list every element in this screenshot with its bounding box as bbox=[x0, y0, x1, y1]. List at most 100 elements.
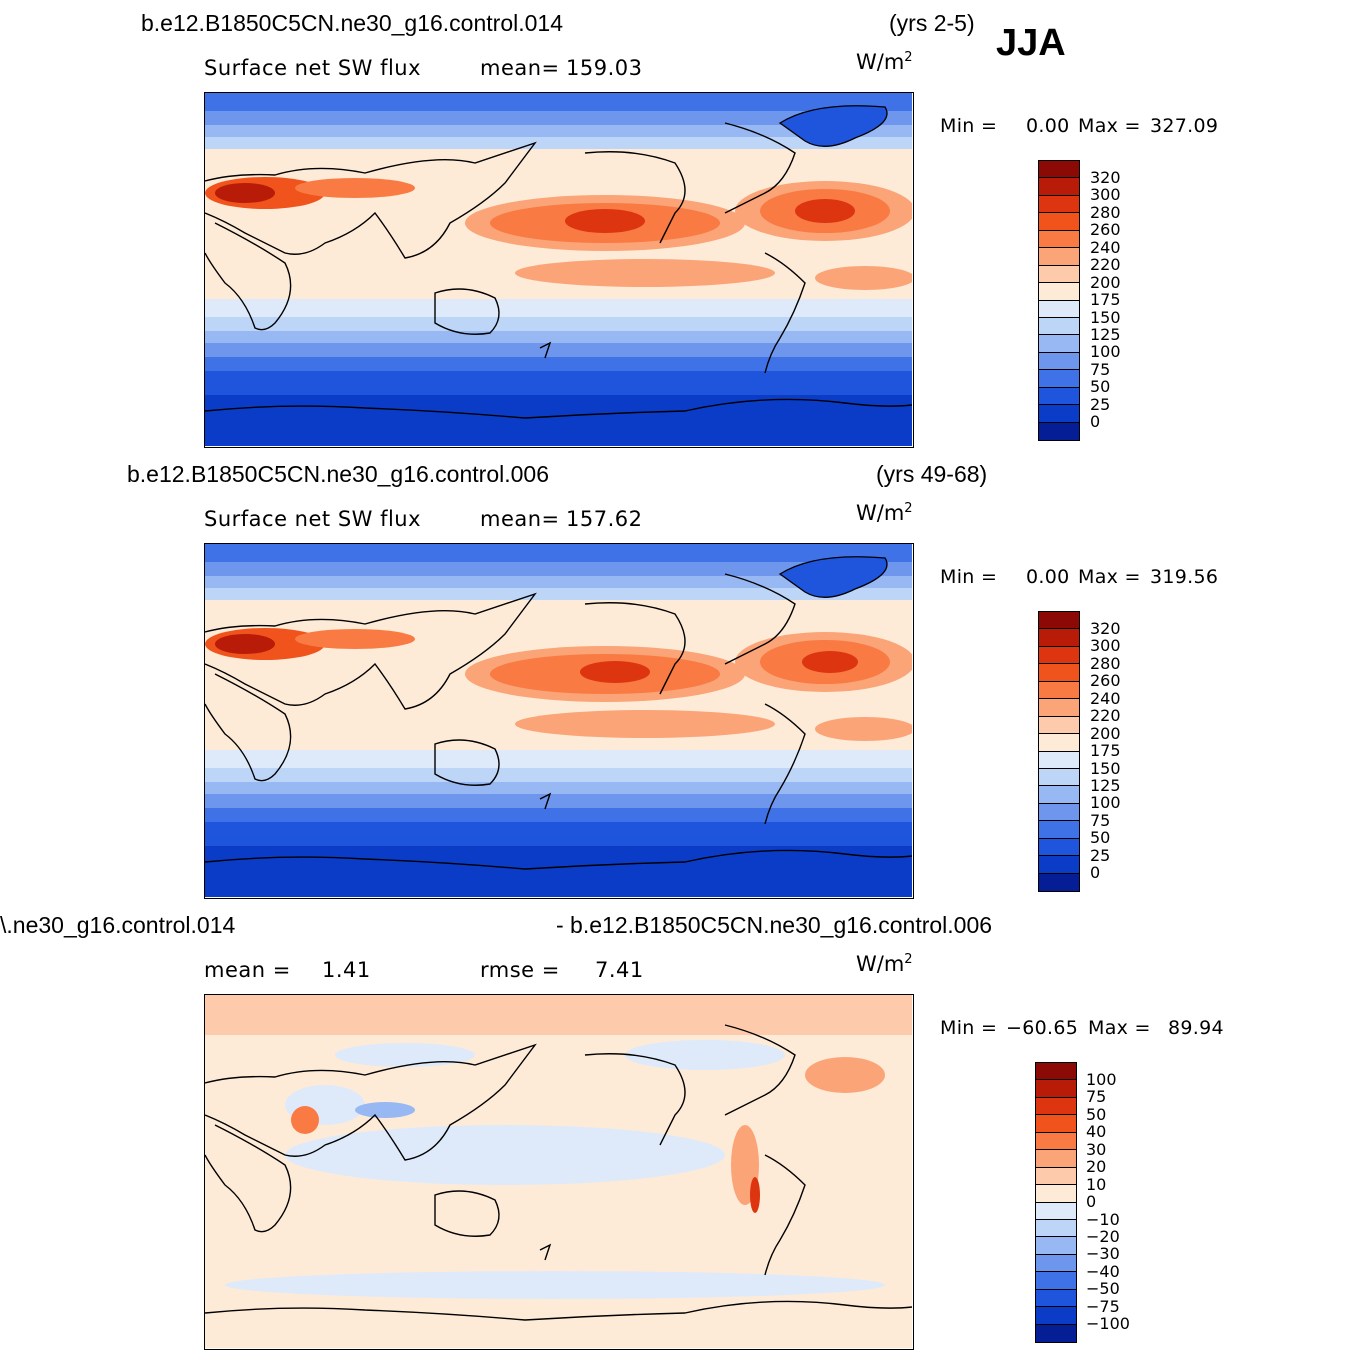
colorbar-swatch bbox=[1036, 1115, 1076, 1133]
colorbar-swatch bbox=[1039, 751, 1079, 769]
colorbar-label: 100 bbox=[1086, 1070, 1117, 1089]
panel2-units: W/m2 bbox=[856, 501, 913, 525]
colorbar-label: 125 bbox=[1090, 775, 1121, 795]
colorbar-swatch bbox=[1036, 1185, 1076, 1203]
colorbar-label: −50 bbox=[1086, 1279, 1120, 1299]
colorbar-swatch bbox=[1039, 195, 1079, 214]
colorbar-swatch bbox=[1039, 352, 1079, 371]
colorbar-label: 0 bbox=[1086, 1192, 1097, 1212]
colorbar-label: 150 bbox=[1090, 307, 1121, 327]
colorbar-swatch bbox=[1039, 422, 1079, 440]
colorbar-label: 300 bbox=[1090, 185, 1121, 205]
colorbar-swatch bbox=[1039, 786, 1079, 804]
colorbar-label: 75 bbox=[1090, 359, 1111, 379]
colorbar-swatch bbox=[1039, 803, 1079, 822]
colorbar-swatch bbox=[1039, 821, 1079, 839]
colorbar-swatch bbox=[1036, 1097, 1076, 1116]
colorbar-label: −40 bbox=[1086, 1261, 1120, 1281]
colorbar-label: 240 bbox=[1090, 688, 1121, 708]
colorbar-swatch bbox=[1039, 300, 1079, 318]
colorbar-label: 40 bbox=[1086, 1122, 1107, 1142]
colorbar-difference bbox=[1035, 1062, 1077, 1343]
panel2-mean-value: 157.62 bbox=[566, 507, 643, 531]
colorbar-label: 30 bbox=[1086, 1139, 1107, 1159]
colorbar-swatch bbox=[1039, 161, 1079, 179]
panel2-min-label: Min = bbox=[940, 566, 998, 588]
panel3-map bbox=[204, 994, 914, 1350]
panel3-case-title-left: \.ne30_g16.control.014 bbox=[0, 912, 236, 938]
colorbar-label: −10 bbox=[1086, 1209, 1120, 1229]
colorbar-swatch bbox=[1039, 405, 1079, 423]
colorbar-absolute-1 bbox=[1038, 160, 1080, 441]
colorbar-label: 320 bbox=[1090, 168, 1121, 187]
colorbar-swatch bbox=[1036, 1272, 1076, 1290]
colorbar-label: 220 bbox=[1090, 255, 1121, 275]
colorbar-label: 10 bbox=[1086, 1174, 1107, 1194]
season-label: JJA bbox=[996, 22, 1066, 64]
panel3-mean-label: mean = bbox=[204, 958, 291, 982]
colorbar-swatch bbox=[1036, 1080, 1076, 1098]
colorbar-label: 100 bbox=[1090, 342, 1121, 362]
colorbar-label: 200 bbox=[1090, 723, 1121, 743]
colorbar-swatch bbox=[1039, 230, 1079, 249]
colorbar-swatch bbox=[1039, 370, 1079, 388]
panel3-mean-value: 1.41 bbox=[322, 958, 371, 982]
colorbar-swatch bbox=[1039, 646, 1079, 665]
colorbar-label: 280 bbox=[1090, 202, 1121, 222]
panel1-units: W/m2 bbox=[856, 50, 913, 74]
panel3-min-label: Min = bbox=[940, 1017, 998, 1039]
colorbar-swatch bbox=[1036, 1324, 1076, 1342]
colorbar-label: −100 bbox=[1086, 1314, 1130, 1334]
colorbar-swatch bbox=[1036, 1063, 1076, 1081]
panel3-case-title-right: - b.e12.B1850C5CN.ne30_g16.control.006 bbox=[556, 912, 993, 938]
colorbar-swatch bbox=[1039, 629, 1079, 647]
panel1-max-label: Max = bbox=[1078, 115, 1141, 137]
colorbar-label: 220 bbox=[1090, 706, 1121, 726]
colorbar-label: −20 bbox=[1086, 1226, 1120, 1246]
colorbar-label: 50 bbox=[1090, 828, 1111, 848]
colorbar-swatch bbox=[1039, 387, 1079, 406]
colorbar-swatch bbox=[1036, 1167, 1076, 1186]
panel2-max-label: Max = bbox=[1078, 566, 1141, 588]
panel2-mean-label: mean= bbox=[480, 507, 560, 531]
colorbar-swatch bbox=[1036, 1254, 1076, 1273]
panel2-case-title: b.e12.B1850C5CN.ne30_g16.control.006 bbox=[127, 461, 549, 487]
colorbar-absolute-2 bbox=[1038, 611, 1080, 892]
panel2-max-value: 319.56 bbox=[1150, 566, 1219, 588]
colorbar-swatch bbox=[1039, 716, 1079, 735]
colorbar-swatch bbox=[1039, 335, 1079, 353]
colorbar-label: 25 bbox=[1090, 845, 1111, 865]
colorbar-label: 125 bbox=[1090, 324, 1121, 344]
panel1-years: (yrs 2-5) bbox=[889, 10, 975, 36]
panel1-max-value: 327.09 bbox=[1150, 115, 1219, 137]
colorbar-swatch bbox=[1036, 1289, 1076, 1308]
colorbar-label: 50 bbox=[1086, 1104, 1107, 1124]
colorbar-label: 175 bbox=[1090, 290, 1121, 310]
panel3-rmse-label: rmse = bbox=[480, 958, 560, 982]
colorbar-swatch bbox=[1039, 734, 1079, 752]
colorbar-label: −30 bbox=[1086, 1244, 1120, 1264]
colorbar-label: 260 bbox=[1090, 671, 1121, 691]
panel1-min-label: Min = bbox=[940, 115, 998, 137]
colorbar-swatch bbox=[1036, 1219, 1076, 1238]
panel3-max-value: 89.94 bbox=[1168, 1017, 1224, 1039]
colorbar-label: 280 bbox=[1090, 653, 1121, 673]
panel1-mean-label: mean= bbox=[480, 56, 560, 80]
panel3-rmse-value: 7.41 bbox=[595, 958, 644, 982]
colorbar-label: 100 bbox=[1090, 793, 1121, 813]
colorbar-swatch bbox=[1039, 213, 1079, 231]
colorbar-label: 75 bbox=[1086, 1087, 1107, 1107]
colorbar-swatch bbox=[1036, 1202, 1076, 1220]
panel3-max-label: Max = bbox=[1088, 1017, 1151, 1039]
colorbar-swatch bbox=[1036, 1132, 1076, 1151]
panel2-min-value: 0.00 bbox=[1026, 566, 1070, 588]
colorbar-swatch bbox=[1039, 873, 1079, 891]
colorbar-label: 260 bbox=[1090, 220, 1121, 240]
colorbar-swatch bbox=[1036, 1150, 1076, 1168]
colorbar-swatch bbox=[1036, 1237, 1076, 1255]
colorbar-label: 75 bbox=[1090, 810, 1111, 830]
colorbar-swatch bbox=[1039, 265, 1079, 284]
colorbar-label: 200 bbox=[1090, 272, 1121, 292]
colorbar-swatch bbox=[1039, 699, 1079, 717]
panel1-variable: Surface net SW flux bbox=[204, 56, 422, 80]
